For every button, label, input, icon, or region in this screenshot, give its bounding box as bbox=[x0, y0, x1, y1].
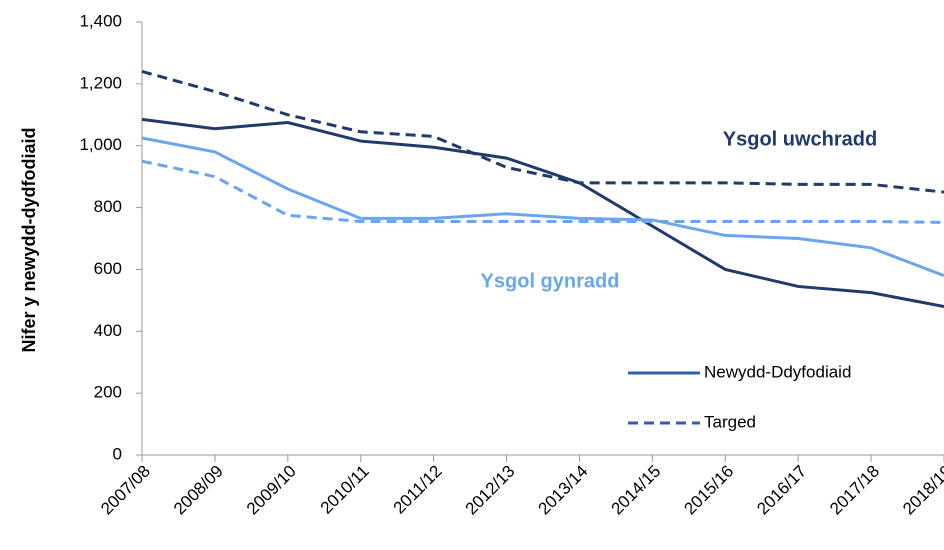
x-tick-label: 2012/13 bbox=[462, 462, 519, 519]
y-tick-label: 400 bbox=[94, 321, 122, 340]
x-tick-label: 2013/14 bbox=[535, 462, 592, 519]
series-line bbox=[141, 136, 944, 278]
legend-label: Targed bbox=[704, 412, 756, 431]
y-tick-label: 1,400 bbox=[79, 11, 122, 30]
y-axis-label: Nifer y newydd-dydfodiaid bbox=[19, 127, 39, 352]
x-tick-label: 2018/19 bbox=[899, 462, 944, 519]
y-tick-label: 800 bbox=[94, 197, 122, 216]
y-tick-label: 1,000 bbox=[79, 135, 122, 154]
y-tick-label: 200 bbox=[94, 383, 122, 402]
x-tick-label: 2010/11 bbox=[317, 462, 373, 518]
x-tick-label: 2014/15 bbox=[607, 462, 664, 519]
series-line bbox=[141, 159, 944, 224]
group-label: Ysgol uwchradd bbox=[723, 128, 877, 150]
x-tick-label: 2009/10 bbox=[243, 462, 300, 519]
x-tick-label: 2007/08 bbox=[97, 462, 154, 519]
x-tick-label: 2016/17 bbox=[753, 462, 810, 519]
y-tick-label: 0 bbox=[113, 444, 122, 463]
x-tick-label: 2015/16 bbox=[680, 462, 737, 519]
x-tick-label: 2017/18 bbox=[826, 462, 883, 519]
x-tick-label: 2011/12 bbox=[390, 462, 446, 518]
y-tick-label: 600 bbox=[94, 259, 122, 278]
series-line bbox=[141, 117, 944, 309]
y-tick-label: 1,200 bbox=[79, 73, 122, 92]
series-line bbox=[141, 70, 944, 194]
legend-label: Newydd-Ddyfodiaid bbox=[704, 362, 851, 381]
group-label: Ysgol gynradd bbox=[481, 270, 620, 292]
x-tick-label: 2008/09 bbox=[170, 462, 227, 519]
